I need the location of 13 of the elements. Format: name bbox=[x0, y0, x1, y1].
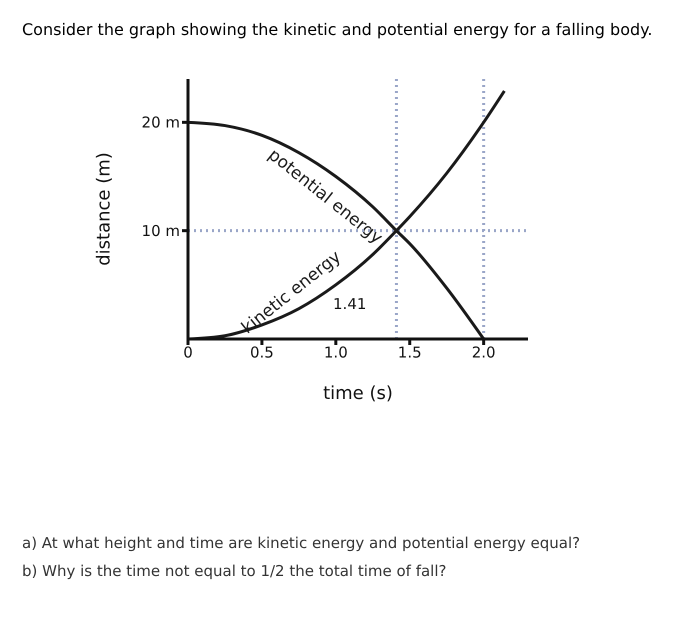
x-tick-label: 1.0 bbox=[324, 344, 348, 362]
text: a) At what height and time are kinetic energy and potential energy equal? bbox=[22, 533, 582, 554]
y-axis-title: distance (m) bbox=[93, 152, 114, 266]
x-tick-label: 2.0 bbox=[472, 344, 496, 362]
ref-line-label: 1.41 bbox=[333, 295, 366, 313]
text: b) Why is the time not equal to 1/2 the total time of fall? bbox=[22, 561, 448, 582]
x-tick-label: 0.5 bbox=[250, 344, 274, 362]
x-tick-label: 0 bbox=[183, 344, 193, 362]
y-tick-label: 10 m bbox=[142, 222, 180, 240]
x-axis-title: time (s) bbox=[323, 383, 393, 404]
chart-title: Consider the graph showing the kinetic and potential energy for a falling body. bbox=[22, 20, 654, 39]
x-tick-label: 1.5 bbox=[398, 344, 422, 362]
y-tick-label: 20 m bbox=[142, 114, 180, 132]
